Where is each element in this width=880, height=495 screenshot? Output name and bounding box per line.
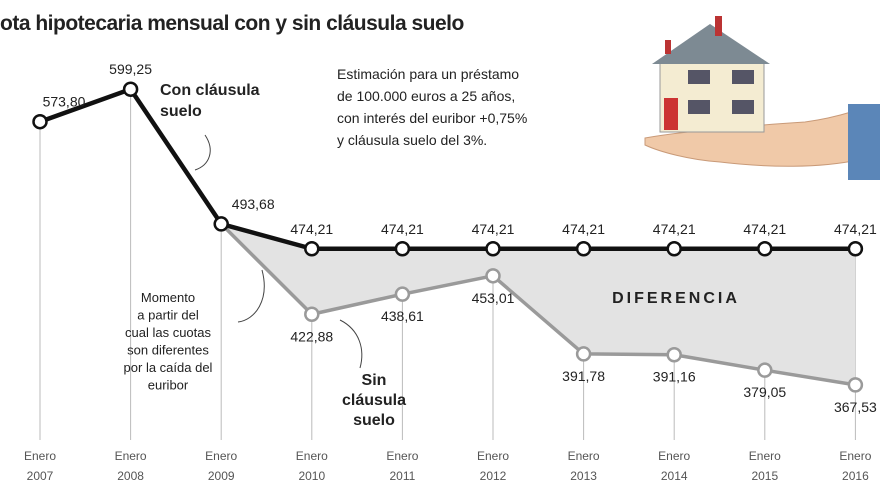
x-tick-label: Enero 2014 xyxy=(658,449,690,483)
leader-line xyxy=(194,134,211,171)
x-tick-label: Enero 2016 xyxy=(839,449,871,483)
data-point xyxy=(394,241,411,257)
legend-label: Sin xyxy=(362,372,387,389)
data-label: 438,61 xyxy=(381,308,424,324)
annotation: a partir del xyxy=(137,308,199,323)
data-label: 474,21 xyxy=(562,221,605,237)
leader-line xyxy=(237,269,265,323)
data-point xyxy=(847,377,864,393)
annotation: cual las cuotas xyxy=(125,325,211,340)
x-tick-label: Enero 2010 xyxy=(296,449,328,483)
data-point xyxy=(304,306,320,323)
annotation: son diferentes xyxy=(127,343,209,358)
data-point xyxy=(394,286,411,302)
annotation: por la caída del xyxy=(124,360,213,375)
annotation: euribor xyxy=(148,378,189,393)
house-illustration xyxy=(644,16,880,180)
data-label: 474,21 xyxy=(743,221,786,237)
data-label: 367,53 xyxy=(834,399,877,415)
data-point xyxy=(666,241,682,257)
data-point xyxy=(847,241,864,257)
annotation: con interés del euribor +0,75% xyxy=(337,110,527,126)
series-line xyxy=(219,222,856,387)
x-tick-label: Enero 2013 xyxy=(568,449,600,483)
x-tick-label: Enero 2008 xyxy=(115,449,147,483)
legend-label: suelo xyxy=(353,412,395,429)
data-point xyxy=(32,113,48,130)
data-point xyxy=(575,241,592,257)
legend-label: cláusula xyxy=(342,392,406,409)
x-tick-label: Enero 2015 xyxy=(749,449,781,483)
x-tick-label: Enero 2012 xyxy=(477,449,509,483)
difference-area xyxy=(221,223,856,385)
data-label: 599,25 xyxy=(109,61,152,77)
data-label: 474,21 xyxy=(834,221,877,237)
data-point xyxy=(757,362,773,378)
x-tick-label: Enero 2007 xyxy=(24,449,56,483)
annotation: DIFERENCIA xyxy=(612,290,740,307)
data-point xyxy=(485,268,501,284)
data-label: 474,21 xyxy=(653,221,696,237)
chart-title: ota hipotecaria mensual con y sin cláusu… xyxy=(0,12,464,35)
legend-label: Con cláusula xyxy=(160,82,260,99)
data-label: 453,01 xyxy=(472,290,515,306)
data-label: 391,78 xyxy=(562,368,605,384)
series-line xyxy=(39,86,856,252)
data-point xyxy=(485,241,501,257)
annotation: Momento xyxy=(141,290,195,305)
data-point xyxy=(757,241,773,257)
annotation: y cláusula suelo del 3%. xyxy=(337,132,487,148)
data-label: 422,88 xyxy=(290,328,333,344)
annotation: de 100.000 euros a 25 años, xyxy=(337,88,515,104)
data-point xyxy=(304,241,320,257)
data-label: 474,21 xyxy=(290,221,333,237)
data-label: 391,16 xyxy=(653,369,696,385)
data-point xyxy=(213,216,229,232)
data-label: 379,05 xyxy=(743,384,786,400)
data-label: 573,80 xyxy=(43,94,86,110)
annotation: Estimación para un préstamo xyxy=(337,66,519,82)
data-label: 474,21 xyxy=(472,221,515,237)
data-point xyxy=(122,81,139,97)
data-point xyxy=(666,346,682,363)
data-point xyxy=(575,346,592,362)
x-tick-label: Enero 2009 xyxy=(205,449,237,483)
legend-label: suelo xyxy=(160,103,202,120)
data-label: 493,68 xyxy=(232,196,275,212)
leader-line xyxy=(339,319,363,369)
x-tick-label: Enero 2011 xyxy=(386,449,418,483)
data-label: 474,21 xyxy=(381,221,424,237)
